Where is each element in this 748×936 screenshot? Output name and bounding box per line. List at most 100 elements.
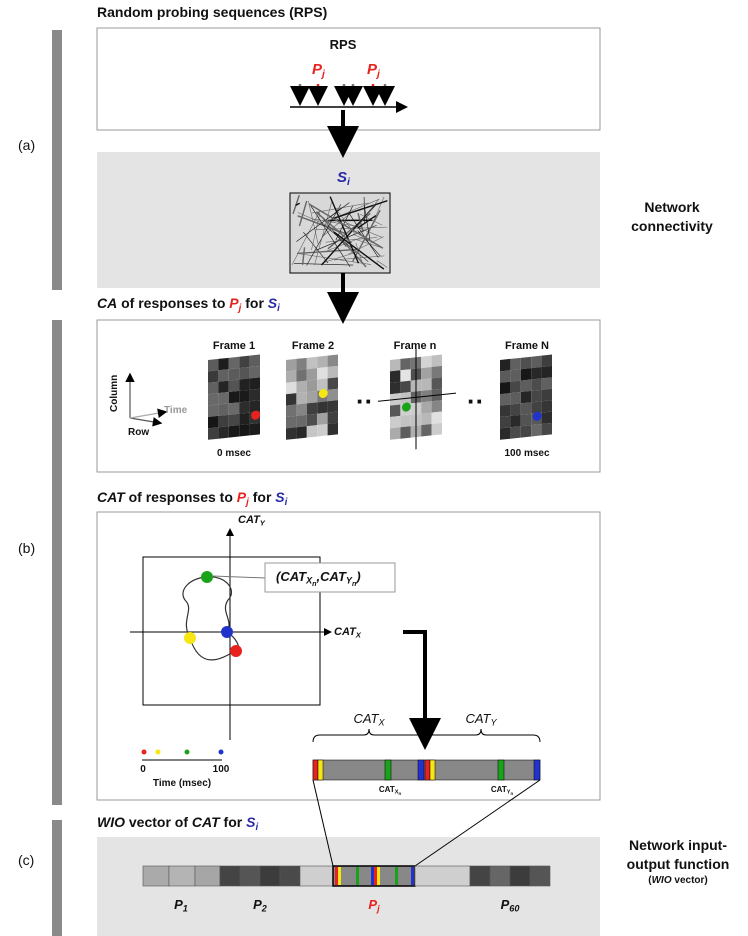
panel-bar: [52, 30, 62, 290]
cell: [317, 413, 327, 425]
cell: [250, 366, 260, 378]
cell: [307, 357, 317, 369]
hp: S: [268, 295, 277, 311]
segment-label: Pj: [368, 898, 379, 914]
lbl: P: [501, 897, 510, 912]
cell: [208, 393, 218, 405]
lbl: P: [368, 897, 377, 912]
segment-label: P2: [253, 898, 267, 914]
axis-row: Row: [128, 428, 149, 438]
cell: [208, 382, 218, 394]
cell: [542, 423, 552, 435]
cell: [229, 414, 239, 426]
graphics: [0, 0, 748, 936]
vector-y-label: CATY: [465, 712, 496, 728]
cell: [208, 370, 218, 382]
lbl: n: [398, 791, 401, 796]
cell: [510, 403, 520, 415]
cell: [208, 427, 218, 439]
cell: [208, 359, 218, 371]
cell: [229, 391, 239, 403]
lbl: (CAT: [276, 569, 306, 584]
cell: [542, 389, 552, 401]
cell: [250, 423, 260, 435]
hp: of responses to: [117, 295, 229, 311]
cell: [218, 392, 228, 404]
cell: [296, 403, 306, 415]
cell: [296, 381, 306, 393]
panel-label: (a): [18, 138, 35, 152]
ellipsis: ··: [356, 388, 373, 414]
vector-y-marker: CATYn: [491, 786, 513, 796]
cat-heading: CAT of responses to Pj for Si: [97, 490, 287, 508]
cell: [286, 393, 296, 405]
cell: [500, 382, 510, 394]
time-label: Time (msec): [153, 779, 211, 789]
cell: [229, 368, 239, 380]
cell: [421, 367, 431, 379]
probe-sub: j: [377, 68, 380, 80]
vector-x-label: CATX: [353, 712, 384, 728]
network-sub: i: [347, 176, 350, 188]
cell: [400, 381, 410, 393]
cell: [421, 413, 431, 425]
x-axis-label: CATX: [334, 627, 361, 639]
cell: [521, 425, 531, 437]
cell: [531, 356, 541, 368]
cell: [432, 355, 442, 367]
cell: [531, 401, 541, 413]
cell: [400, 415, 410, 427]
cell: [521, 391, 531, 403]
ellipsis: ··: [467, 388, 484, 414]
cell: [229, 380, 239, 392]
cell: [250, 389, 260, 401]
cell: [307, 391, 317, 403]
cell: [317, 367, 327, 379]
cell: [307, 402, 317, 414]
hp: i: [255, 822, 258, 833]
cell: [500, 405, 510, 417]
cell: [510, 415, 520, 427]
lbl: 1: [183, 904, 188, 914]
cell: [521, 357, 531, 369]
cell: [218, 415, 228, 427]
cell: [328, 355, 338, 367]
cell: [542, 366, 552, 378]
cell: [328, 377, 338, 389]
cell: [400, 426, 410, 438]
lbl: CAT: [334, 626, 356, 638]
hp: P: [237, 489, 246, 505]
cell: [421, 378, 431, 390]
cell: [542, 412, 552, 424]
callout-text: (CATXn,CATYn): [276, 570, 361, 588]
cell: [421, 424, 431, 436]
hp: CAT: [192, 814, 220, 830]
frame-label: Frame N: [505, 341, 549, 352]
cell: [510, 369, 520, 381]
cell: [286, 427, 296, 439]
cell: [400, 358, 410, 370]
point: [221, 626, 233, 638]
cell: [250, 377, 260, 389]
cell: [307, 425, 317, 437]
hp: vector of: [125, 814, 192, 830]
network-base: S: [337, 169, 347, 186]
cell: [328, 412, 338, 424]
cell: [390, 370, 400, 382]
cell: [542, 400, 552, 412]
point: [201, 571, 213, 583]
hp: S: [275, 489, 284, 505]
rps-label: RPS: [330, 38, 357, 51]
panel-label: (b): [18, 541, 35, 555]
cell: [317, 356, 327, 368]
cell: [229, 357, 239, 369]
cell: [317, 424, 327, 436]
frame-label: Frame 2: [292, 341, 334, 352]
cell: [531, 367, 541, 379]
cell: [239, 390, 249, 402]
cell: [307, 380, 317, 392]
connectivity-label: Network connectivity: [612, 198, 732, 236]
cell: [218, 358, 228, 370]
lbl: j: [377, 904, 380, 914]
frame: [208, 355, 260, 440]
